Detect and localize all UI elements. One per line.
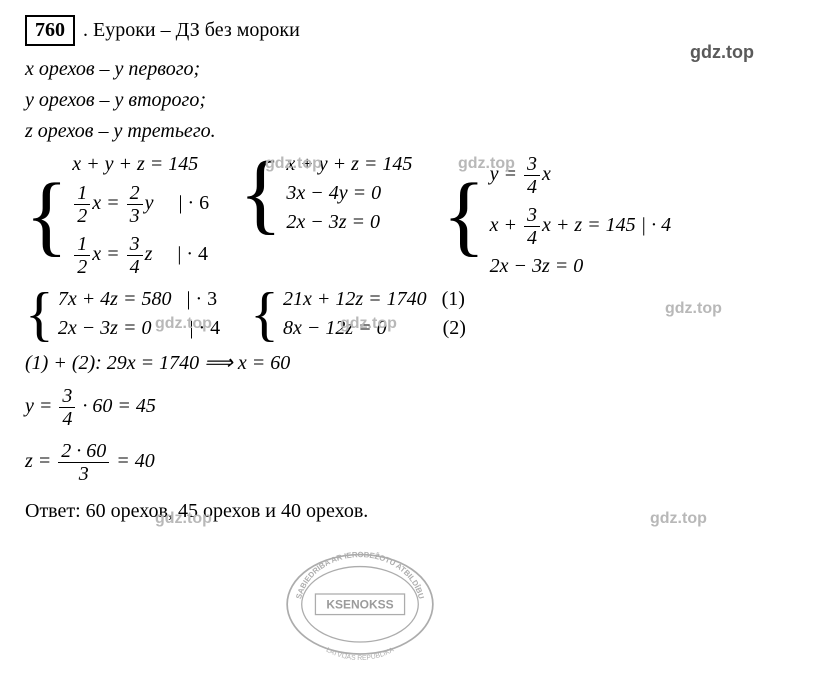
setup-line-1: x орехов – у первого; bbox=[25, 58, 799, 81]
brace-icon: { bbox=[25, 290, 54, 338]
equation: 7x + 4z = 580| · 3 bbox=[58, 288, 220, 311]
watermark-gray-2: gdz.top bbox=[458, 155, 515, 173]
watermark-gray-6: gdz.top bbox=[155, 510, 212, 528]
equation: x + y + z = 145 bbox=[72, 153, 209, 176]
equation: y = 34x bbox=[490, 153, 672, 198]
equation: 2x − 3z = 0 bbox=[490, 255, 672, 278]
equation: 2x − 3z = 0 bbox=[286, 211, 412, 234]
header-row: 760 . Еуроки – ДЗ без мороки bbox=[25, 15, 799, 46]
setup-line-3: z орехов – у третьего. bbox=[25, 120, 799, 143]
solution-sum: (1) + (2): 29x = 1740 ⟹ x = 60 bbox=[25, 350, 799, 375]
system-1: { x + y + z = 145 12x = 23y| · 6 12x = 3… bbox=[25, 153, 209, 278]
equation: x + 34x + z = 145 | · 4 bbox=[490, 204, 672, 249]
header-text: . Еуроки – ДЗ без мороки bbox=[83, 19, 300, 42]
fraction: 34 bbox=[524, 204, 540, 249]
watermark-gray-5: gdz.top bbox=[665, 300, 722, 318]
watermark-top-right: gdz.top bbox=[690, 42, 754, 63]
fraction: 12 bbox=[74, 233, 90, 278]
brace-icon: { bbox=[25, 180, 68, 252]
solution-y: y = 34 · 60 = 45 bbox=[25, 385, 799, 430]
fraction: 34 bbox=[524, 153, 540, 198]
fraction: 2 · 603 bbox=[58, 440, 109, 485]
company-stamp: SABIEDRĪBA AR IEROBEŽOTU ATBILDĪBU LATVI… bbox=[270, 540, 450, 660]
system-1-content: x + y + z = 145 12x = 23y| · 6 12x = 34z… bbox=[72, 153, 209, 278]
fraction: 23 bbox=[127, 182, 143, 227]
system-3-content: y = 34x x + 34x + z = 145 | · 4 2x − 3z … bbox=[490, 153, 672, 278]
equation: 12x = 34z| · 4 bbox=[72, 233, 209, 278]
fraction: 12 bbox=[74, 182, 90, 227]
watermark-gray-7: gdz.top bbox=[650, 510, 707, 528]
fraction: 34 bbox=[59, 385, 75, 430]
svg-text:SABIEDRĪBA AR IEROBEŽOTU ATBIL: SABIEDRĪBA AR IEROBEŽOTU ATBILDĪBU bbox=[294, 550, 426, 600]
watermark-gray-3: gdz.top bbox=[155, 315, 212, 333]
brace-icon: { bbox=[442, 180, 485, 252]
problem-number: 760 bbox=[25, 15, 75, 46]
solution-z: z = 2 · 603 = 40 bbox=[25, 440, 799, 485]
equation: 3x − 4y = 0 bbox=[286, 182, 412, 205]
setup-line-2: y орехов – у второго; bbox=[25, 89, 799, 112]
equation: 21x + 12z = 1740(1) bbox=[283, 288, 466, 311]
fraction: 34 bbox=[127, 233, 143, 278]
watermark-gray-4: gdz.top bbox=[340, 315, 397, 333]
systems-row-1: { x + y + z = 145 12x = 23y| · 6 12x = 3… bbox=[25, 153, 799, 278]
brace-icon: { bbox=[250, 290, 279, 338]
svg-text:KSENOKSS: KSENOKSS bbox=[326, 598, 393, 612]
equation: 12x = 23y| · 6 bbox=[72, 182, 209, 227]
watermark-gray-1: gdz.top bbox=[265, 155, 322, 173]
